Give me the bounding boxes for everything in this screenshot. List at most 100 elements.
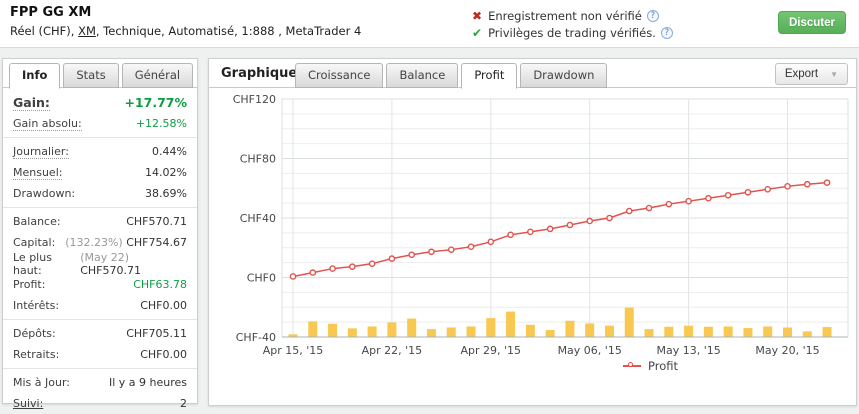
- x-tick-label: May 20, '15: [755, 344, 819, 357]
- x-tick-label: Apr 15, '15: [263, 344, 324, 357]
- profit-bar[interactable]: [624, 307, 634, 337]
- data-point-marker[interactable]: [428, 248, 435, 256]
- profit-bar[interactable]: [446, 327, 456, 337]
- data-point-marker[interactable]: [705, 194, 712, 202]
- profit-bar[interactable]: [822, 327, 832, 337]
- data-point-marker[interactable]: [309, 269, 317, 276]
- data-point-marker[interactable]: [665, 200, 673, 208]
- broker-link[interactable]: XM: [78, 24, 96, 38]
- chart-tab-balance[interactable]: Balance: [386, 63, 459, 88]
- chart-tabstrip: Graphique Croissance Balance Profit Drawdow…: [209, 59, 856, 89]
- profit-bar[interactable]: [347, 328, 357, 337]
- data-point-marker[interactable]: [447, 246, 455, 253]
- account-title: FPP GG XM: [10, 5, 92, 20]
- profit-bar[interactable]: [525, 324, 535, 337]
- profit-bar[interactable]: [783, 327, 792, 337]
- profit-bar[interactable]: [763, 326, 773, 337]
- stat-label-journalier[interactable]: Journalier:: [13, 144, 69, 159]
- chart-grid: [281, 98, 849, 338]
- data-point-marker[interactable]: [329, 265, 336, 272]
- stat-value-profit: CHF63.78: [133, 278, 187, 291]
- stat-label-gain-absolu[interactable]: Gain absolu:: [13, 116, 82, 131]
- stat-row-drawdown: Drawdown: 38.69%: [3, 183, 197, 204]
- data-point-marker[interactable]: [784, 183, 791, 190]
- profit-bar[interactable]: [684, 325, 694, 337]
- profit-bar[interactable]: [585, 323, 595, 337]
- stat-label-mensuel[interactable]: Mensuel:: [13, 165, 63, 180]
- data-point-marker[interactable]: [724, 191, 732, 199]
- chart-legend[interactable]: Profit: [623, 359, 678, 373]
- info-tab-g-n-ral[interactable]: Général: [121, 63, 194, 88]
- profit-bar[interactable]: [703, 326, 713, 337]
- profit-bar[interactable]: [545, 330, 555, 337]
- data-point-marker[interactable]: [744, 188, 752, 196]
- stat-value-gain-absolu: +12.58%: [135, 117, 187, 130]
- data-point-marker[interactable]: [764, 185, 772, 193]
- data-point-marker[interactable]: [823, 179, 831, 186]
- profit-bar[interactable]: [802, 331, 812, 337]
- stat-row-le-plus-haut: Le plus haut: (May 22) CHF570.71: [3, 251, 197, 277]
- stat-label-capital: Capital:: [13, 236, 56, 249]
- data-point-marker[interactable]: [368, 260, 376, 267]
- stat-label-mis-jour: Mis à Jour:: [13, 376, 70, 389]
- chart-tab-profit[interactable]: Profit: [461, 63, 518, 89]
- profit-bar[interactable]: [486, 318, 496, 337]
- account-details-text: , Technique, Automatisé, 1:888 , MetaTra…: [95, 24, 362, 38]
- data-point-marker[interactable]: [408, 251, 415, 259]
- profit-bar[interactable]: [743, 328, 753, 337]
- data-point-marker[interactable]: [566, 221, 574, 229]
- data-point-marker[interactable]: [507, 231, 514, 239]
- data-point-marker[interactable]: [586, 217, 594, 225]
- verification-label: Privilèges de trading vérifiés.: [488, 25, 656, 40]
- chart-tab-croissance[interactable]: Croissance: [295, 63, 384, 88]
- data-point-marker[interactable]: [625, 207, 633, 215]
- data-point-marker[interactable]: [606, 214, 613, 222]
- profit-bar[interactable]: [308, 321, 318, 337]
- profit-bar[interactable]: [387, 322, 397, 337]
- stat-value-journalier: 0.44%: [152, 145, 187, 158]
- profit-bar[interactable]: [565, 320, 575, 337]
- info-tab-info[interactable]: Info: [9, 63, 61, 89]
- data-point-marker[interactable]: [546, 225, 554, 233]
- stat-row-int-r-ts: Intérêts: CHF0.00: [3, 295, 197, 316]
- check-mark-icon: ✔: [472, 25, 483, 40]
- x-tick-label: May 13, '15: [656, 344, 720, 357]
- profit-bar[interactable]: [466, 326, 476, 337]
- profit-bar[interactable]: [288, 334, 298, 337]
- divider: [3, 137, 197, 138]
- profit-bar[interactable]: [367, 326, 377, 337]
- help-icon[interactable]: ?: [646, 9, 659, 22]
- discuss-button[interactable]: Discuter: [777, 11, 846, 34]
- profit-bar[interactable]: [644, 329, 654, 337]
- profit-bar[interactable]: [407, 318, 417, 337]
- info-tab-stats[interactable]: Stats: [63, 63, 119, 88]
- profit-bar[interactable]: [723, 326, 733, 337]
- profit-bar[interactable]: [426, 329, 436, 337]
- data-point-marker[interactable]: [467, 243, 475, 251]
- data-point-marker[interactable]: [803, 180, 811, 188]
- data-point-marker[interactable]: [289, 273, 297, 280]
- data-point-marker[interactable]: [349, 263, 356, 270]
- x-tick-label: May 06, '15: [558, 344, 622, 357]
- y-tick-label: CHF0: [247, 272, 276, 285]
- profit-bar[interactable]: [328, 323, 338, 337]
- stat-label-gain[interactable]: Gain:: [13, 94, 50, 111]
- data-point-marker[interactable]: [645, 204, 653, 212]
- account-header: FPP GG XM Réel (CHF), XM, Technique, Aut…: [0, 0, 859, 48]
- help-icon[interactable]: ?: [660, 26, 673, 39]
- data-point-marker[interactable]: [527, 228, 534, 236]
- data-point-marker[interactable]: [685, 197, 692, 205]
- y-tick-label: CHF40: [240, 212, 276, 225]
- stat-value-drawdown: 38.69%: [145, 187, 187, 200]
- profit-bar[interactable]: [506, 311, 516, 337]
- data-point-marker[interactable]: [388, 255, 396, 262]
- chart-tab-drawdown[interactable]: Drawdown: [520, 63, 608, 88]
- export-button[interactable]: Export ▼: [774, 63, 848, 85]
- data-point-marker[interactable]: [487, 238, 495, 246]
- profit-bar[interactable]: [664, 326, 674, 337]
- stat-label-suivi[interactable]: Suivi:: [13, 397, 44, 410]
- profit-bar[interactable]: [604, 325, 614, 337]
- stat-value-balance: CHF570.71: [126, 215, 187, 228]
